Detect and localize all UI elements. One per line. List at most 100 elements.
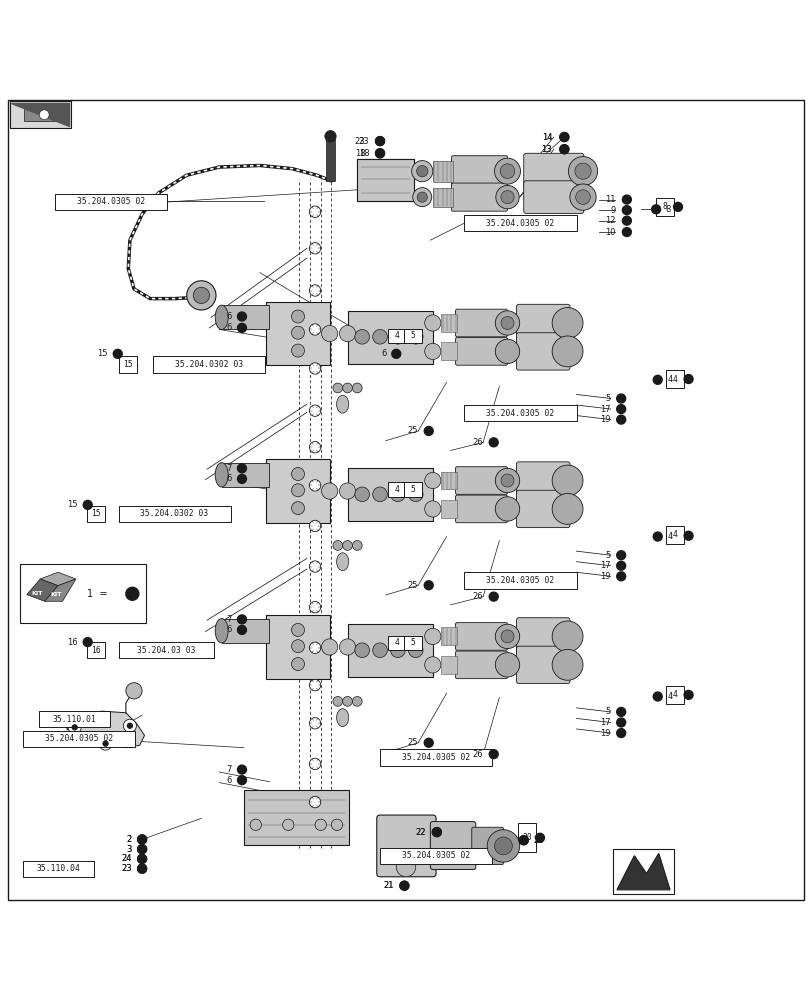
FancyBboxPatch shape [87,642,105,658]
FancyBboxPatch shape [404,329,422,343]
Circle shape [559,145,568,154]
FancyBboxPatch shape [23,861,94,877]
Circle shape [423,427,433,435]
Circle shape [375,137,384,146]
Circle shape [321,639,337,655]
Circle shape [321,325,337,342]
Circle shape [291,310,304,323]
Circle shape [616,415,624,424]
FancyBboxPatch shape [455,338,507,365]
Circle shape [621,228,631,237]
Text: 25: 25 [407,581,418,590]
Text: 11: 11 [604,195,615,204]
FancyBboxPatch shape [10,101,71,128]
Circle shape [372,643,387,658]
Circle shape [137,835,146,844]
Text: 8: 8 [662,202,667,211]
Circle shape [551,308,582,338]
Circle shape [495,468,519,493]
Text: 35.204.0302 03: 35.204.0302 03 [140,509,208,518]
Text: 18: 18 [354,149,365,158]
Circle shape [621,216,631,225]
FancyBboxPatch shape [24,108,57,121]
Text: 35.204.0305 02: 35.204.0305 02 [486,409,554,418]
Text: 8: 8 [665,205,671,214]
Circle shape [551,494,582,524]
Ellipse shape [337,395,348,413]
Circle shape [672,202,681,211]
Text: 26: 26 [472,750,483,759]
Circle shape [431,828,441,837]
Circle shape [652,375,662,384]
Circle shape [390,487,405,502]
Circle shape [237,625,246,634]
Text: KIT: KIT [50,592,62,597]
FancyBboxPatch shape [665,526,683,544]
FancyBboxPatch shape [665,686,683,704]
Circle shape [291,468,304,481]
FancyBboxPatch shape [388,329,406,343]
FancyBboxPatch shape [455,623,507,650]
Circle shape [126,683,142,699]
Circle shape [342,697,352,706]
Circle shape [424,628,440,645]
Text: 19: 19 [599,572,610,581]
Circle shape [616,394,624,403]
Text: 14: 14 [541,133,551,142]
FancyBboxPatch shape [388,636,406,650]
Circle shape [137,854,146,863]
Text: 5: 5 [605,707,610,716]
Circle shape [375,149,384,158]
Circle shape [309,601,320,613]
Text: 20: 20 [533,836,543,845]
Text: 35.204.0305 02: 35.204.0305 02 [45,734,113,743]
Text: 1  =: 1 = [87,589,108,599]
FancyBboxPatch shape [266,459,329,523]
Text: 5: 5 [410,485,415,494]
Circle shape [333,383,342,393]
Circle shape [496,185,518,209]
Circle shape [683,375,692,383]
Text: 25: 25 [407,738,418,747]
Circle shape [488,438,497,447]
Ellipse shape [215,619,228,643]
Text: 2: 2 [127,835,131,844]
FancyBboxPatch shape [440,472,457,489]
Circle shape [683,531,692,540]
Text: 21: 21 [383,881,393,890]
Text: 4: 4 [672,690,676,699]
Circle shape [352,541,362,550]
Circle shape [417,192,427,202]
Circle shape [500,316,513,329]
Text: 26: 26 [472,592,483,601]
Circle shape [416,165,427,177]
Circle shape [309,480,320,491]
Circle shape [137,845,146,854]
Text: 25: 25 [407,426,418,435]
Circle shape [568,157,597,186]
Text: 35.110.04: 35.110.04 [36,864,80,873]
FancyBboxPatch shape [516,646,569,684]
Circle shape [342,383,352,393]
Circle shape [495,311,519,335]
FancyBboxPatch shape [432,161,453,182]
Circle shape [342,541,352,550]
FancyBboxPatch shape [432,188,453,207]
Circle shape [237,765,246,774]
FancyBboxPatch shape [380,848,491,864]
Circle shape [237,776,246,785]
Text: 6: 6 [225,312,231,321]
Text: 21: 21 [383,881,393,890]
Circle shape [616,405,624,414]
FancyBboxPatch shape [516,462,569,499]
Circle shape [291,502,304,515]
FancyBboxPatch shape [665,370,683,388]
Text: 19: 19 [599,415,610,424]
Circle shape [309,206,320,217]
FancyBboxPatch shape [380,749,491,766]
Circle shape [495,624,519,649]
Text: 13: 13 [541,145,551,154]
Circle shape [237,615,246,624]
Text: 4: 4 [672,530,676,539]
Circle shape [621,206,631,215]
